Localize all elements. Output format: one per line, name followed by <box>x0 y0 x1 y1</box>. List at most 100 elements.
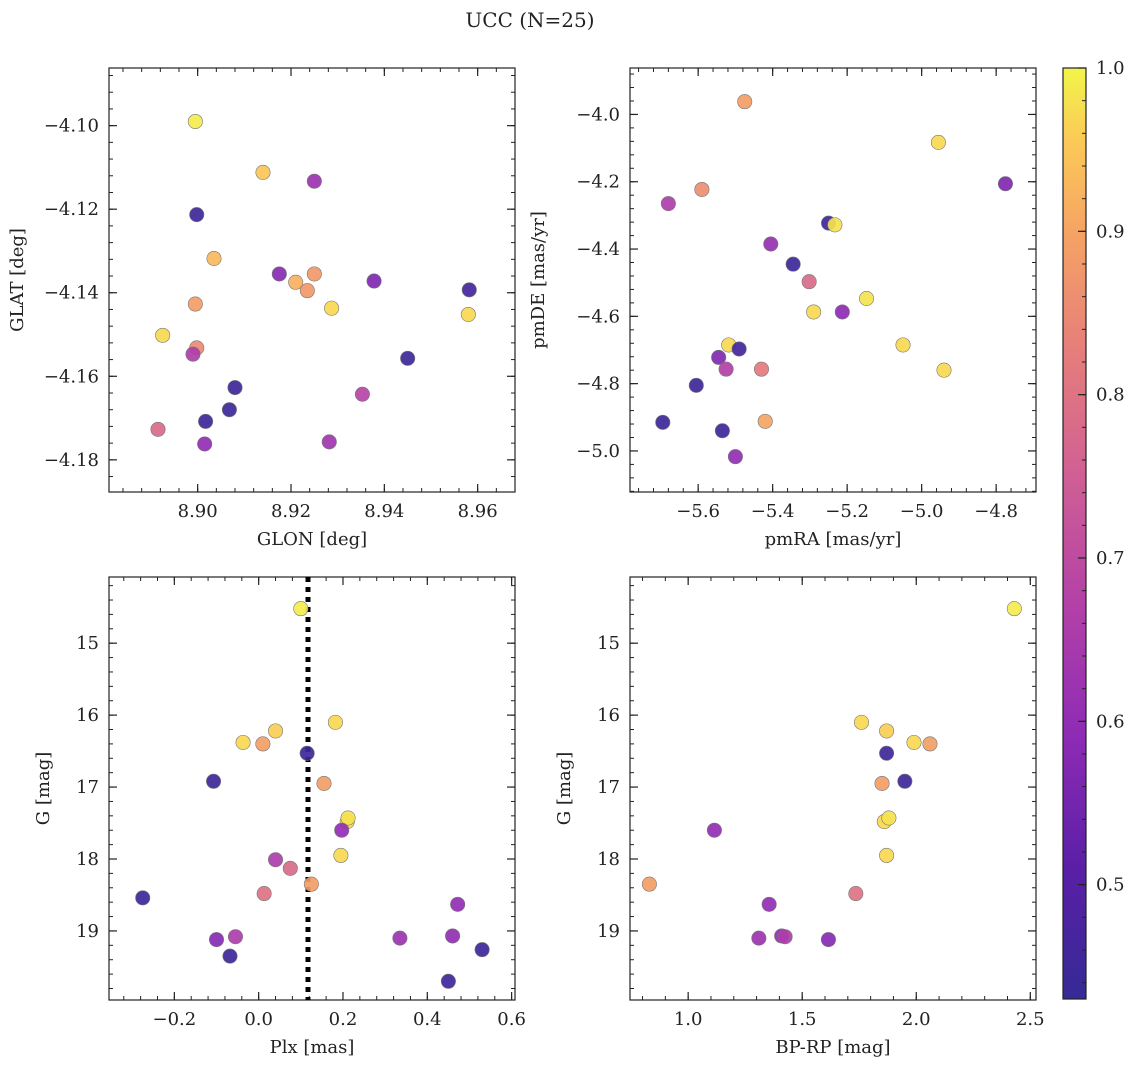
scatter-point <box>366 273 382 289</box>
plot-frame <box>108 576 516 1001</box>
scatter-point <box>400 350 416 366</box>
plot-frame <box>629 576 1037 1001</box>
colorbar-tick-label: 0.9 <box>1096 221 1125 242</box>
scatter-point <box>334 822 350 838</box>
x-tick-label: 0.4 <box>413 1009 442 1030</box>
scatter-point <box>282 860 298 876</box>
scatter-point <box>895 337 911 353</box>
scatter-point <box>859 291 875 307</box>
scatter-point <box>854 714 870 730</box>
scatter-point <box>354 386 370 402</box>
x-tick-label: 8.94 <box>364 501 404 522</box>
scatter-point <box>271 266 287 282</box>
scatter-point <box>440 973 456 989</box>
colorbar-gradient <box>1062 67 1087 1000</box>
scatter-point <box>714 423 730 439</box>
scatter-point <box>751 930 767 946</box>
x-tick-label: 8.90 <box>178 501 218 522</box>
scatter-point <box>879 745 895 761</box>
scatter-point <box>879 723 895 739</box>
scatter-point <box>641 876 657 892</box>
scatter-point <box>1006 601 1022 617</box>
y-tick-label: −4.0 <box>576 104 620 125</box>
scatter-point <box>711 349 727 365</box>
colorbar-tick-label: 0.6 <box>1096 711 1125 732</box>
figure-title: UCC (N=25) <box>465 8 594 32</box>
scatter-point <box>763 236 779 252</box>
x-tick-label: 1.5 <box>788 1009 817 1030</box>
scatter-point <box>806 304 822 320</box>
panel-2: −5.6 −5.4 −5.2 −5.0 −4.8 −4.0 −4.2 −4.4 −4.6 −4.8… <box>528 67 1037 550</box>
scatter-point <box>777 929 793 945</box>
scatter-point <box>706 822 722 838</box>
scatter-point <box>135 890 151 906</box>
scatter-point <box>299 283 315 299</box>
y-tick-label: −4.8 <box>576 374 620 395</box>
y-axis-label: G [mag] <box>33 752 54 825</box>
scatter-point <box>189 207 205 223</box>
scatter-point <box>688 377 704 393</box>
y-tick-label: −5.0 <box>576 441 620 462</box>
scatter-point <box>206 250 222 266</box>
scatter-point <box>268 852 284 868</box>
scatter-point <box>321 434 337 450</box>
y-tick-label: −4.14 <box>44 283 99 304</box>
x-tick-label: −5.4 <box>751 501 795 522</box>
x-tick-label: 2.0 <box>902 1009 931 1030</box>
scatter-point <box>445 928 461 944</box>
scatter-point <box>327 714 343 730</box>
scatter-point <box>785 256 801 272</box>
scatter-point <box>897 773 913 789</box>
scatter-point <box>874 775 890 791</box>
y-tick-label: −4.10 <box>44 116 99 137</box>
scatter-point <box>293 601 309 617</box>
y-tick-label: 17 <box>597 777 620 798</box>
colorbar-ticks: 0.5 0.6 0.7 0.8 0.9 1.0 <box>1078 58 1125 984</box>
scatter-point <box>340 810 356 826</box>
x-tick-label: −5.2 <box>825 501 869 522</box>
colorbar-tick-label: 1.0 <box>1096 58 1125 79</box>
scatter-point <box>997 176 1013 192</box>
y-tick-label: 16 <box>597 705 620 726</box>
scatter-point <box>256 886 272 902</box>
scatter-point <box>198 413 214 429</box>
scatter-point <box>299 745 315 761</box>
scatter-point <box>255 164 271 180</box>
scatter-point <box>879 847 895 863</box>
scatter-point <box>801 274 817 290</box>
panels: 8.90 8.92 8.94 8.96 −4.10 −4.12 −4.14 −4.16 −4.1… <box>7 67 1045 1058</box>
scatter-point <box>694 181 710 197</box>
colorbar-tick-label: 0.5 <box>1096 875 1125 896</box>
scatter-point <box>197 436 213 452</box>
x-tick-label: 0.0 <box>244 1009 273 1030</box>
x-tick-label: 2.5 <box>1016 1009 1045 1030</box>
y-tick-label: 15 <box>597 633 620 654</box>
x-tick-label: 8.92 <box>271 501 311 522</box>
scatter-point <box>268 723 284 739</box>
panel-1: 8.90 8.92 8.94 8.96 −4.10 −4.12 −4.14 −4.16 −4.1… <box>7 67 516 550</box>
colorbar-tick-label: 0.7 <box>1096 548 1125 569</box>
scatter-point <box>450 896 466 912</box>
scatter-point <box>227 380 243 396</box>
scatter-point <box>827 217 843 233</box>
y-tick-label: −4.16 <box>44 366 99 387</box>
scatter-point <box>392 930 408 946</box>
scatter-point <box>737 94 753 110</box>
panel-4: 1.0 1.5 2.0 2.5 15 16 17 18 19 BP-RP [mag] G [mag] <box>554 576 1045 1058</box>
scatter-point <box>209 932 225 948</box>
y-tick-label: −4.2 <box>576 172 620 193</box>
scatter-point <box>221 402 237 418</box>
scatter-point <box>187 296 203 312</box>
scatter-point <box>930 134 946 150</box>
x-tick-label: −5.0 <box>900 501 944 522</box>
x-axis-label: Plx [mas] <box>270 1037 355 1058</box>
scatter-point <box>922 736 938 752</box>
x-axis-label: GLON [deg] <box>257 529 367 550</box>
scatter-point <box>187 113 203 129</box>
y-axis-label: G [mag] <box>554 752 575 825</box>
scatter-point <box>936 362 952 378</box>
plot-frame <box>108 67 516 493</box>
scatter-point <box>185 346 201 362</box>
y-tick-label: 16 <box>76 705 99 726</box>
